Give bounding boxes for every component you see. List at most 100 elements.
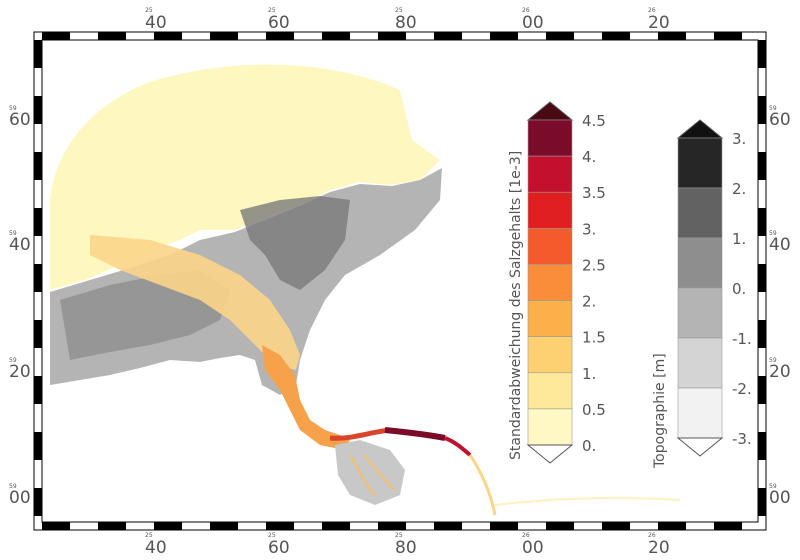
right-coordinate-label-small: 59 xyxy=(769,357,777,364)
estuary-channel-lower xyxy=(262,345,350,450)
colorbar-underflow-triangle xyxy=(526,444,574,464)
bottom-coordinate-label: 40 xyxy=(145,538,167,558)
colorbar-tick-label: 4. xyxy=(582,148,596,166)
top-coordinate-label: 00 xyxy=(522,13,544,33)
frame-tick-left xyxy=(34,208,42,236)
river-tail xyxy=(468,454,497,516)
frame-tick-bottom xyxy=(42,522,70,530)
frame-tick-bottom xyxy=(378,522,406,530)
colorbar-tick-label: 0. xyxy=(582,437,596,455)
river-channel xyxy=(329,427,391,441)
colorbar-segment xyxy=(527,336,573,374)
colorbar-underflow-triangle xyxy=(676,437,724,457)
colorbar-segment xyxy=(527,372,573,410)
right-coordinate-label-small: 59 xyxy=(769,230,777,237)
colorbar-tick-label: 0.5 xyxy=(582,401,606,419)
colorbar-segment xyxy=(677,387,723,439)
frame-tick-top xyxy=(546,32,574,40)
frame-labels: 2540256025802600262025402560258026002620… xyxy=(9,7,791,558)
top-coordinate-label: 80 xyxy=(395,13,417,33)
top-coordinate-label-small: 25 xyxy=(395,7,403,14)
southern-basin xyxy=(335,440,405,505)
frame-tick-top xyxy=(378,32,406,40)
frame-tick-top xyxy=(42,32,70,40)
left-coordinate-label: 60 xyxy=(9,110,31,130)
frame-tick-top xyxy=(490,32,518,40)
top-coordinate-label-small: 25 xyxy=(268,7,276,14)
right-coordinate-label: 00 xyxy=(769,488,791,508)
river-channel-end xyxy=(444,436,472,457)
colorbar-tick-label: 3. xyxy=(732,130,746,148)
bottom-coordinate-label: 80 xyxy=(395,538,417,558)
left-coordinate-label: 00 xyxy=(9,488,31,508)
colorbar-tick-label: 1.5 xyxy=(582,329,606,347)
colorbar-tick-label: 1. xyxy=(582,365,596,383)
bottom-coordinate-label: 60 xyxy=(268,538,290,558)
topography-colorbar: 3. 2. 1. 0. -1. -2. -3. Topographie [m] xyxy=(652,119,752,469)
right-coordinate-label: 40 xyxy=(769,235,791,255)
frame-tick-left xyxy=(34,264,42,292)
colorbar-tick-label: 1. xyxy=(732,230,746,248)
left-coordinate-label-small: 59 xyxy=(9,105,17,112)
right-coordinate-label-small: 59 xyxy=(769,483,777,490)
colorbar-segment xyxy=(527,155,573,193)
colorbar-overflow-triangle xyxy=(676,119,724,139)
bottom-coordinate-label-small: 26 xyxy=(648,532,656,539)
frame-tick-bottom xyxy=(98,522,126,530)
top-coordinate-label-small: 25 xyxy=(145,7,153,14)
colorbar-tick-label: 2. xyxy=(582,293,596,311)
sea-salinity-region xyxy=(50,64,440,291)
frame-tick-top xyxy=(266,32,294,40)
top-coordinate-label: 60 xyxy=(268,13,290,33)
frame-tick-bottom xyxy=(322,522,350,530)
frame-tick-right xyxy=(758,488,766,516)
colorbar-tick-label: -2. xyxy=(732,380,752,398)
frame-tick-bottom xyxy=(714,522,742,530)
bottom-coordinate-label-small: 25 xyxy=(268,532,276,539)
colorbar-overflow-triangle xyxy=(526,101,574,121)
bottom-coordinate-label: 00 xyxy=(522,538,544,558)
colorbar-tick-label: 3.5 xyxy=(582,184,606,202)
frame-tick-right xyxy=(758,376,766,404)
frame-tick-right xyxy=(758,320,766,348)
frame-tick-left xyxy=(34,320,42,348)
colorbar-segment xyxy=(527,300,573,337)
colorbar-segment xyxy=(527,408,573,446)
map-content xyxy=(50,64,681,516)
river-tail-east xyxy=(494,496,681,506)
left-coordinate-label-small: 59 xyxy=(9,483,17,490)
frame-tick-top xyxy=(154,32,182,40)
colorbar-segment xyxy=(677,187,723,239)
frame-tick-bottom xyxy=(210,522,238,530)
frame-tick-top xyxy=(602,32,630,40)
colorbar-tick-label: 2. xyxy=(732,180,746,198)
frame-tick-bottom xyxy=(434,522,462,530)
left-coordinate-label: 40 xyxy=(9,235,31,255)
frame-tick-right xyxy=(758,40,766,68)
colorbar-tick-label: 3. xyxy=(582,220,596,238)
dark-flats xyxy=(240,196,350,290)
colorbar-title: Topographie [m] xyxy=(652,353,668,469)
river-channel-upper xyxy=(384,427,446,441)
frame-tick-left xyxy=(34,152,42,180)
left-coordinate-label-small: 59 xyxy=(9,357,17,364)
colorbar-segment xyxy=(677,237,723,289)
frame-ticks xyxy=(34,32,766,530)
colorbar-segment xyxy=(527,119,573,157)
frame-tick-bottom xyxy=(490,522,518,530)
frame-tick-bottom xyxy=(154,522,182,530)
frame-tick-left xyxy=(34,488,42,516)
salinity-colorbar: 4.5 4. 3.5 3. 2.5 2. 1.5 1. 0.5 0. Standardabweich… xyxy=(508,101,606,464)
colorbar-title: Standardabweichung des Salzgehalts [1e-3… xyxy=(508,151,524,460)
colorbar-segment xyxy=(527,264,573,301)
frame-tick-right xyxy=(758,208,766,236)
bottom-coordinate-label-small: 25 xyxy=(145,532,153,539)
right-coordinate-label: 20 xyxy=(769,362,791,382)
frame-tick-bottom xyxy=(546,522,574,530)
top-coordinate-label-small: 26 xyxy=(648,7,656,14)
frame-tick-bottom xyxy=(602,522,630,530)
left-coordinate-label: 20 xyxy=(9,362,31,382)
frame-tick-top xyxy=(658,32,686,40)
left-coordinate-label-small: 59 xyxy=(9,230,17,237)
